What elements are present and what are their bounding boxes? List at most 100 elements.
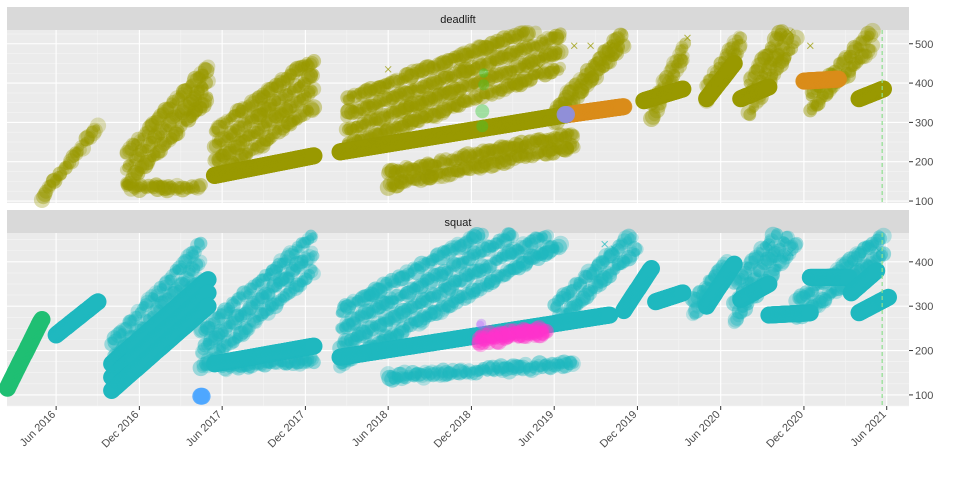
- data-point: [266, 93, 282, 109]
- data-point: [239, 104, 252, 117]
- data-point: [391, 120, 402, 132]
- data-point: [86, 122, 103, 139]
- data-point: [261, 96, 278, 113]
- data-point: [246, 142, 260, 156]
- data-point: [875, 80, 892, 98]
- data-point: [524, 73, 534, 83]
- data-point: [218, 145, 233, 160]
- data-point: [165, 135, 176, 146]
- data-point: [165, 180, 174, 190]
- data-point: [377, 126, 387, 136]
- data-point: [60, 162, 69, 171]
- data-point: [619, 28, 628, 38]
- data-point: [129, 153, 144, 167]
- data-point: [245, 115, 256, 127]
- data-point: [46, 172, 63, 189]
- data-point: [290, 100, 299, 109]
- data-point: [450, 99, 464, 113]
- data-point: [302, 77, 312, 88]
- data-point: [272, 127, 281, 136]
- data-point: [440, 104, 453, 116]
- data-point: [62, 160, 72, 170]
- data-point: [228, 109, 239, 121]
- data-point: [239, 134, 253, 147]
- data-point: [278, 119, 292, 133]
- data-point: [142, 181, 153, 192]
- data-point: [257, 119, 271, 133]
- data-point: [185, 179, 200, 194]
- data-point: [291, 109, 306, 124]
- data-point: [265, 132, 277, 145]
- data-point: [478, 90, 488, 100]
- data-point: [300, 89, 310, 99]
- data-point: [505, 229, 519, 243]
- data-point: [271, 93, 287, 108]
- data-point: [194, 236, 208, 250]
- data-point: [232, 120, 249, 137]
- data-point: [156, 179, 170, 193]
- data-point: [148, 127, 165, 143]
- data-point: [198, 92, 215, 109]
- data-point: [615, 98, 633, 116]
- data-point: [274, 106, 288, 120]
- data-point: [234, 148, 249, 163]
- data-point: [254, 92, 268, 105]
- data-point: [125, 137, 140, 151]
- data-point: [273, 125, 283, 135]
- data-point: [230, 120, 246, 135]
- data-point: [300, 87, 316, 102]
- data-point: [407, 111, 423, 128]
- data-point: [289, 66, 300, 76]
- data-point: [244, 151, 254, 160]
- data-point: [174, 180, 192, 198]
- data-point: [252, 123, 265, 136]
- data-point: [151, 112, 165, 126]
- data-point: [432, 104, 447, 119]
- data-point: [379, 123, 393, 138]
- data-point: [227, 113, 237, 123]
- data-point: [288, 85, 298, 96]
- data-point: [183, 185, 193, 195]
- data-point: [122, 159, 134, 171]
- data-point: [189, 180, 198, 190]
- data-point: [481, 90, 491, 100]
- data-point: [516, 70, 533, 87]
- data-point: [295, 108, 308, 120]
- data-point: [494, 83, 508, 97]
- data-point: [211, 152, 226, 167]
- data-point: [157, 101, 175, 119]
- data-point: [170, 184, 182, 196]
- data-point: [175, 90, 188, 102]
- data-point: [157, 104, 172, 119]
- data-point: [297, 77, 311, 91]
- data-point: [166, 97, 178, 109]
- data-point: [281, 73, 295, 87]
- data-point: [238, 134, 251, 147]
- strip-label-deadlift: deadlift: [440, 14, 475, 26]
- data-point: [446, 100, 458, 112]
- data-point: [475, 104, 490, 119]
- data-point: [140, 185, 150, 194]
- data-point: [44, 179, 57, 192]
- data-point: [250, 108, 267, 126]
- data-point: [254, 137, 271, 154]
- data-point: [213, 135, 224, 146]
- data-point: [296, 89, 312, 105]
- data-point: [246, 130, 258, 142]
- data-point: [485, 89, 496, 101]
- data-point: [309, 68, 319, 79]
- data-point: [225, 116, 234, 125]
- data-point: [287, 83, 302, 99]
- data-point: [121, 180, 131, 190]
- data-point: [260, 82, 276, 98]
- data-point: [734, 31, 748, 45]
- data-point: [272, 107, 286, 122]
- data-point: [271, 80, 285, 94]
- data-point: [169, 177, 185, 194]
- data-point: [303, 85, 316, 98]
- data-point: [554, 27, 567, 40]
- data-point: [157, 136, 172, 151]
- data-point: [256, 136, 267, 147]
- data-point: [308, 250, 320, 262]
- y-tick-label: 500: [915, 39, 933, 51]
